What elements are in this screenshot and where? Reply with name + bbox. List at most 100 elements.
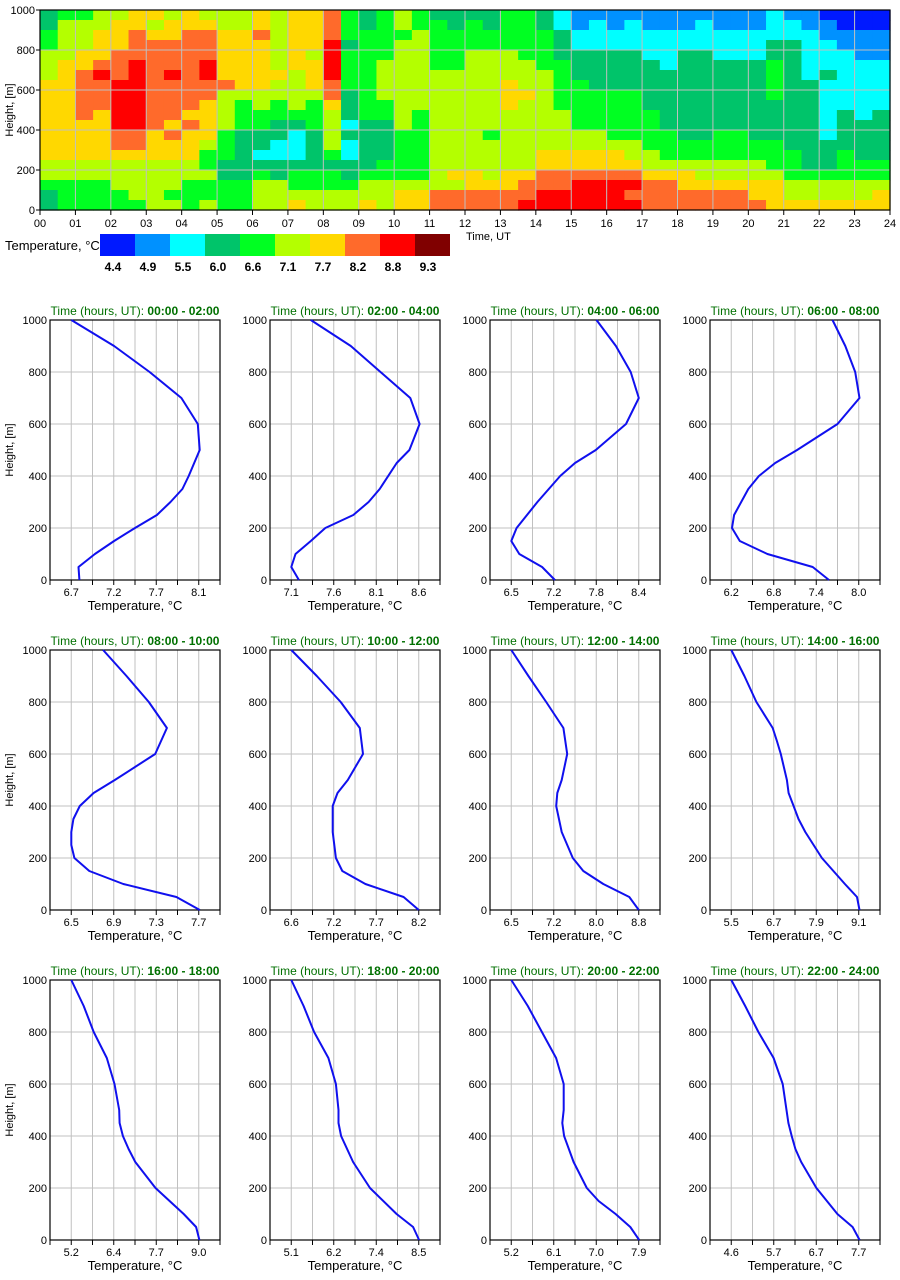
heatmap-cell (571, 30, 590, 41)
heatmap-cell (181, 70, 200, 81)
heatmap-cell (40, 200, 59, 211)
colorbar-swatch (275, 234, 310, 256)
heatmap-cell (606, 40, 625, 51)
heatmap-cell (287, 80, 307, 91)
heatmap-cell (75, 60, 94, 71)
heatmap-cell (500, 70, 519, 81)
heatmap-cell (588, 70, 608, 81)
heatmap-cell (358, 10, 378, 21)
heatmap-cell (411, 110, 431, 121)
heatmap-cell (801, 30, 820, 41)
heatmap-cell (234, 40, 254, 51)
panel-title: Time (hours, UT): 18:00 - 20:00 (271, 964, 440, 978)
heatmap-cell (199, 10, 218, 21)
heatmap-cell (305, 200, 324, 211)
heatmap-cell (748, 120, 767, 131)
heatmap-cell (553, 130, 572, 141)
heatmap-cell (766, 50, 785, 61)
panel-title: Time (hours, UT): 16:00 - 18:00 (51, 964, 220, 978)
heatmap-cell (394, 170, 413, 181)
y-tick-label: 0 (481, 1235, 487, 1247)
heatmap-cell (305, 70, 324, 81)
heatmap-cell (341, 100, 360, 111)
heatmap-cell (677, 20, 696, 31)
heatmap-cell (588, 110, 608, 121)
heatmap-cell (341, 90, 360, 101)
heatmap-cell (57, 70, 77, 81)
y-axis-label: Height, [m] (4, 423, 16, 476)
heatmap-cell (836, 110, 856, 121)
heatmap-cell (518, 10, 537, 21)
x-axis-label: Temperature, °C (528, 928, 623, 943)
heatmap-cell (93, 70, 112, 81)
heatmap-cell (447, 120, 466, 131)
heatmap-cell (217, 20, 236, 31)
y-tick-label: 1000 (683, 315, 707, 327)
heatmap-cell (571, 50, 590, 61)
plot-frame (39, 9, 891, 211)
heatmap-cell (465, 140, 484, 151)
heatmap-cell (305, 140, 324, 151)
heatmap-cell (783, 40, 803, 51)
heatmap-cell (535, 60, 555, 71)
heatmap-cell (872, 90, 891, 101)
y-tick-label: 600 (29, 1079, 47, 1091)
heatmap-cell (394, 180, 413, 191)
heatmap-cell (323, 170, 342, 181)
heatmap-cell (766, 30, 785, 41)
heatmap-cell (836, 80, 856, 91)
y-tick-label: 600 (249, 1079, 267, 1091)
y-tick-label: 400 (17, 125, 35, 137)
heatmap-cell (518, 70, 537, 81)
panel-time-range: 04:00 - 06:00 (587, 304, 659, 318)
heatmap-cell (872, 30, 891, 41)
heatmap-cell (659, 170, 679, 181)
colorbar-tick-label: 6.6 (245, 260, 262, 274)
heatmap-cell (323, 30, 342, 41)
y-tick-label: 1000 (23, 975, 47, 987)
heatmap-cell (695, 130, 714, 141)
x-tick-label: 5.2 (504, 1247, 519, 1259)
heatmap-cell (447, 170, 466, 181)
heatmap-cell (783, 110, 803, 121)
heatmap-cell (500, 110, 519, 121)
heatmap-cell (465, 180, 484, 191)
heatmap-cell (819, 120, 838, 131)
heatmap-cell (588, 200, 608, 211)
heatmap-cell (199, 120, 218, 131)
heatmap-cell (394, 100, 413, 111)
temperature-profile-line (510, 979, 641, 1241)
heatmap-cell (234, 70, 254, 81)
x-tick-label: 4.6 (724, 1247, 739, 1259)
x-tick-label: 03 (140, 218, 152, 230)
heatmap-cell (801, 90, 820, 101)
heatmap-cell (624, 100, 643, 111)
heatmap-cell (836, 130, 856, 141)
heatmap-cell (411, 60, 431, 71)
heatmap-cell (146, 100, 165, 111)
heatmap-cell (624, 60, 643, 71)
heatmap-cell (518, 100, 537, 111)
heatmap-cell (624, 40, 643, 51)
heatmap-cell (854, 80, 873, 91)
heatmap-cell (677, 170, 696, 181)
heatmap-cell (766, 20, 785, 31)
heatmap-cell (677, 80, 696, 91)
y-tick-label: 0 (261, 905, 267, 917)
heatmap-cell (801, 10, 820, 21)
y-tick-label: 800 (29, 697, 47, 709)
heatmap-cell (394, 10, 413, 21)
heatmap-cell (358, 20, 378, 31)
heatmap-cell (287, 150, 307, 161)
heatmap-cell (624, 130, 643, 141)
heatmap-cell (411, 130, 431, 141)
heatmap-cell (181, 90, 200, 101)
heatmap-cell (518, 190, 537, 201)
heatmap-cell (163, 20, 183, 31)
heatmap-cell (163, 110, 183, 121)
heatmap-cell (234, 80, 254, 91)
heatmap-cell (57, 60, 77, 71)
colorbar-swatch (240, 234, 275, 256)
heatmap-cell (872, 80, 891, 91)
heatmap-cell (110, 70, 130, 81)
